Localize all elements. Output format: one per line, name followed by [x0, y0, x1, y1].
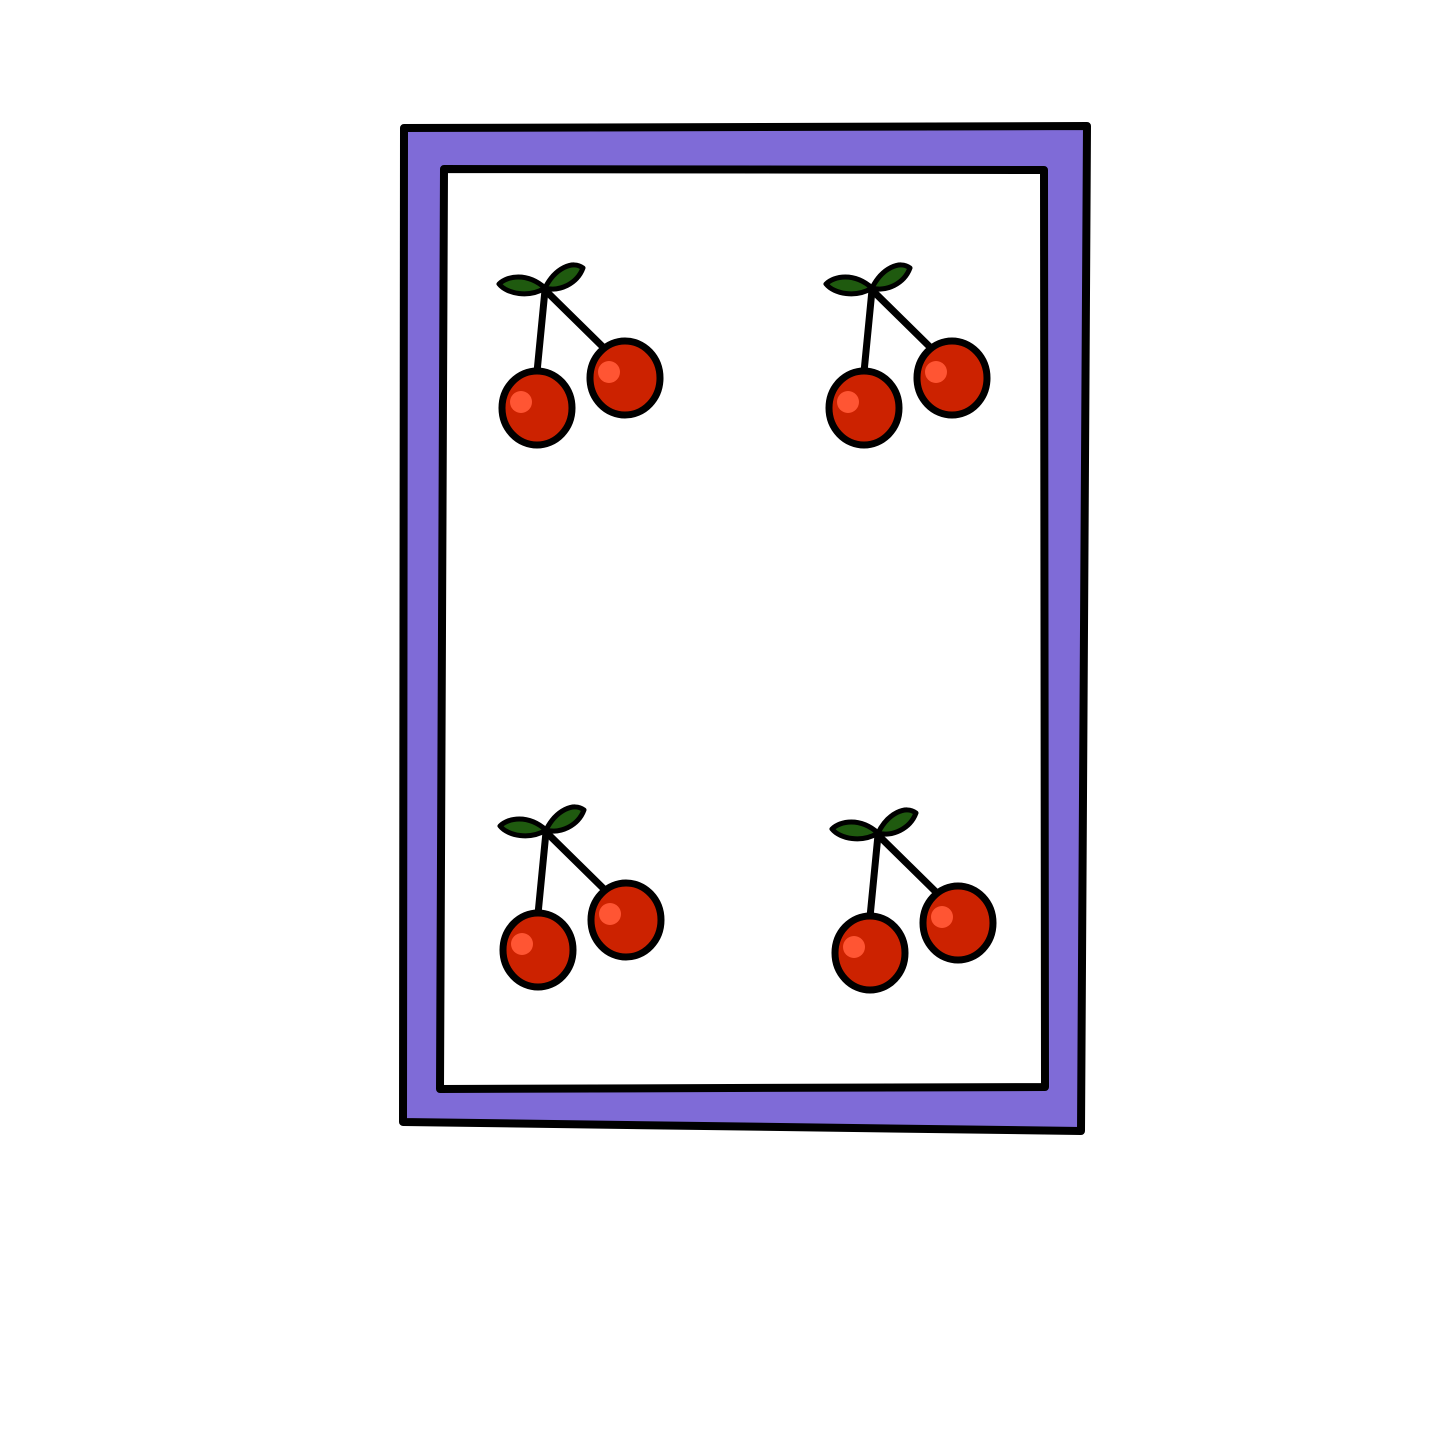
playing-card-illustration [399, 122, 1091, 1135]
canvas [399, 122, 1091, 1135]
